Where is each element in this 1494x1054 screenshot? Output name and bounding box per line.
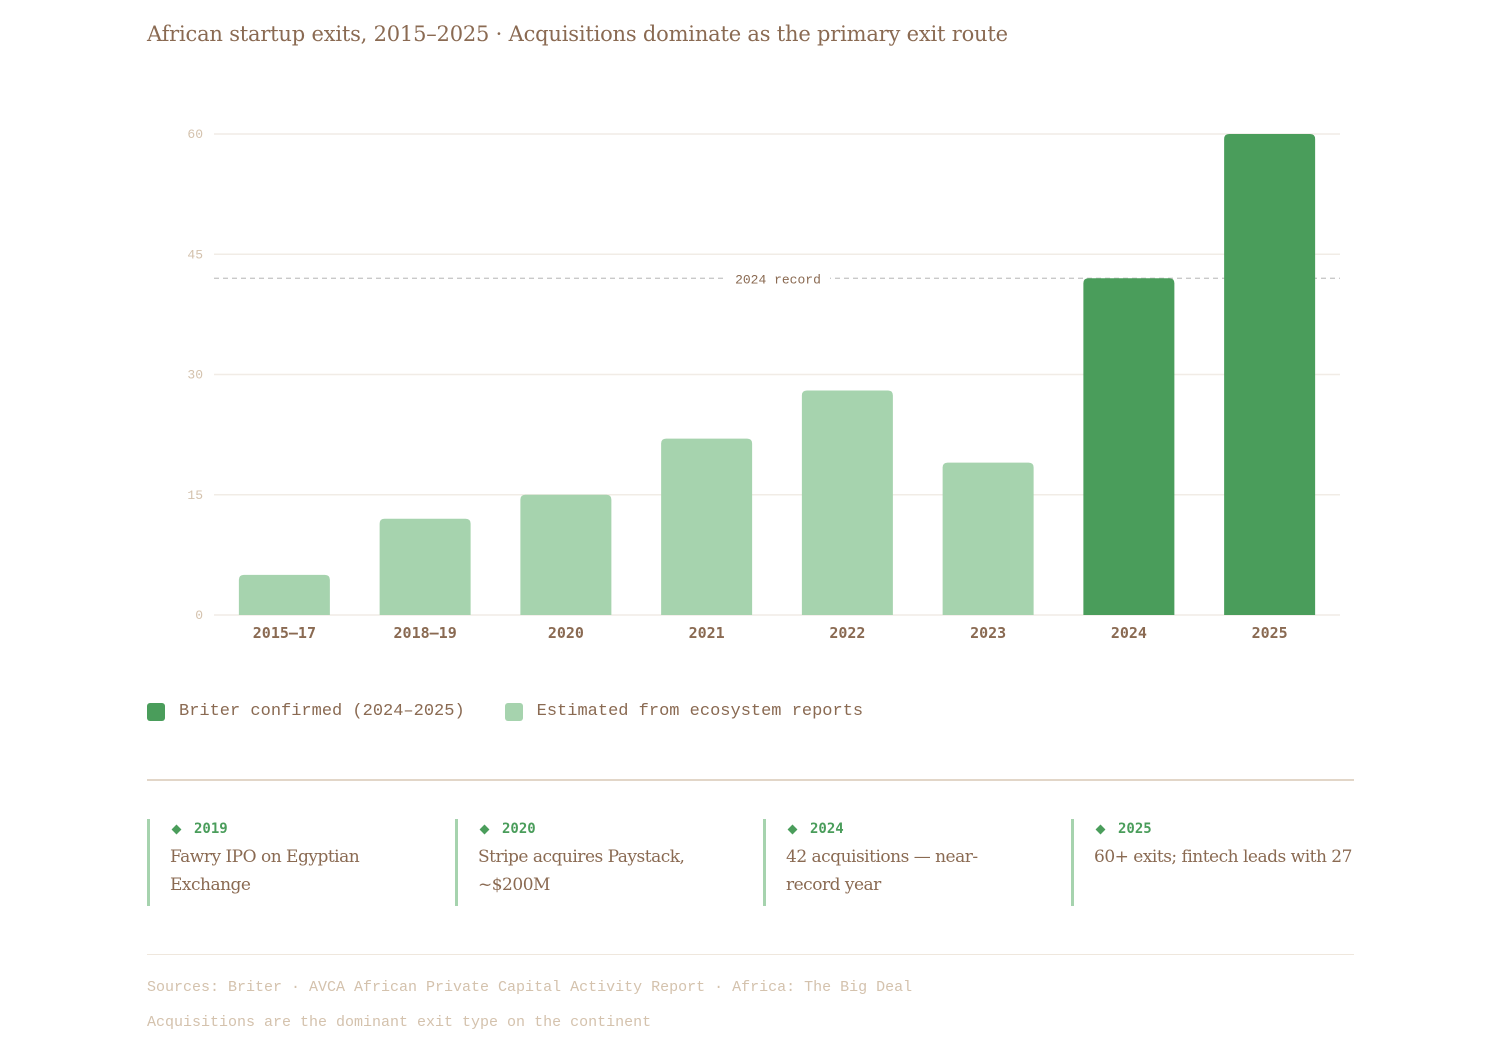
milestone-item: 2020 Stripe acquires Paystack, ~$200M bbox=[455, 819, 763, 906]
bars bbox=[238, 134, 1316, 615]
x-tick-label: 2022 bbox=[829, 624, 865, 642]
milestone-year-row: 2019 bbox=[170, 819, 455, 837]
milestone-text: Fawry IPO on Egyptian Exchange bbox=[170, 847, 360, 895]
legend: Briter confirmed (2024–2025) Estimated f… bbox=[147, 702, 903, 721]
footer-divider bbox=[147, 954, 1354, 955]
bar-2015–17 bbox=[238, 574, 330, 615]
legend-item-estimated: Estimated from ecosystem reports bbox=[504, 702, 864, 721]
milestone-text: 60+ exits; fintech leads with 27 bbox=[1094, 847, 1352, 867]
y-tick-label: 30 bbox=[187, 368, 203, 383]
milestone-year: 2019 bbox=[194, 821, 228, 837]
bar-chart: 0 15 30 45 60 2024 record 2015–17 2018–19 2020… bbox=[187, 127, 1340, 642]
milestone-item: 2025 60+ exits; fintech leads with 27 bbox=[1071, 819, 1379, 906]
legend-label-confirmed: Briter confirmed (2024–2025) bbox=[179, 702, 465, 721]
sources-note: Sources: Briter · AVCA African Private C… bbox=[147, 979, 913, 996]
bar-2018–19 bbox=[379, 518, 471, 615]
bar-2020 bbox=[520, 494, 612, 615]
reference-label-bg bbox=[726, 269, 830, 286]
milestone-year: 2025 bbox=[1118, 821, 1152, 837]
milestone-year-row: 2025 bbox=[1094, 819, 1379, 837]
milestone-year: 2020 bbox=[502, 821, 536, 837]
milestone-item: 2019 Fawry IPO on Egyptian Exchange bbox=[147, 819, 455, 906]
bar-2023 bbox=[942, 462, 1034, 615]
y-tick-label: 45 bbox=[187, 247, 203, 262]
diamond-icon bbox=[787, 824, 798, 834]
diamond-icon bbox=[1095, 824, 1106, 834]
milestone-year-row: 2020 bbox=[478, 819, 763, 837]
y-tick-label: 0 bbox=[195, 608, 203, 623]
y-tick-label: 60 bbox=[187, 127, 203, 142]
bar-2022 bbox=[801, 390, 893, 615]
chart-title: African startup exits, 2015–2025 · Acqui… bbox=[147, 22, 1008, 46]
bar-2025 bbox=[1224, 134, 1316, 615]
divider bbox=[147, 779, 1354, 781]
footnote: Acquisitions are the dominant exit type … bbox=[147, 1014, 652, 1031]
bar-2021 bbox=[661, 438, 753, 615]
milestone-year-row: 2024 bbox=[786, 819, 1071, 837]
x-axis-ticks: 2015–17 2018–19 2020 2021 2022 2023 2024 2025 bbox=[253, 624, 1288, 642]
milestone-year: 2024 bbox=[810, 821, 844, 837]
x-tick-label: 2018–19 bbox=[394, 624, 457, 642]
diamond-icon bbox=[479, 824, 490, 834]
reference-line-label: 2024 record bbox=[735, 272, 821, 287]
legend-label-estimated: Estimated from ecosystem reports bbox=[536, 702, 864, 721]
x-tick-label: 2024 bbox=[1111, 624, 1147, 642]
x-tick-label: 2020 bbox=[548, 624, 584, 642]
x-tick-label: 2025 bbox=[1252, 624, 1288, 642]
bar-2024 bbox=[1083, 278, 1175, 615]
milestones: 2019 Fawry IPO on Egyptian Exchange 2020… bbox=[147, 819, 1387, 906]
x-tick-label: 2015–17 bbox=[253, 624, 316, 642]
milestone-item: 2024 42 acquisitions — near-record year bbox=[763, 819, 1071, 906]
diamond-icon bbox=[171, 824, 182, 834]
y-tick-label: 15 bbox=[187, 488, 203, 503]
x-tick-label: 2021 bbox=[689, 624, 725, 642]
legend-item-confirmed: Briter confirmed (2024–2025) bbox=[147, 702, 465, 721]
milestone-text: Stripe acquires Paystack, ~$200M bbox=[478, 847, 685, 895]
legend-swatch-estimated bbox=[504, 702, 523, 721]
legend-swatch-confirmed bbox=[147, 702, 165, 721]
milestone-text: 42 acquisitions — near-record year bbox=[786, 847, 978, 895]
x-tick-label: 2023 bbox=[970, 624, 1006, 642]
